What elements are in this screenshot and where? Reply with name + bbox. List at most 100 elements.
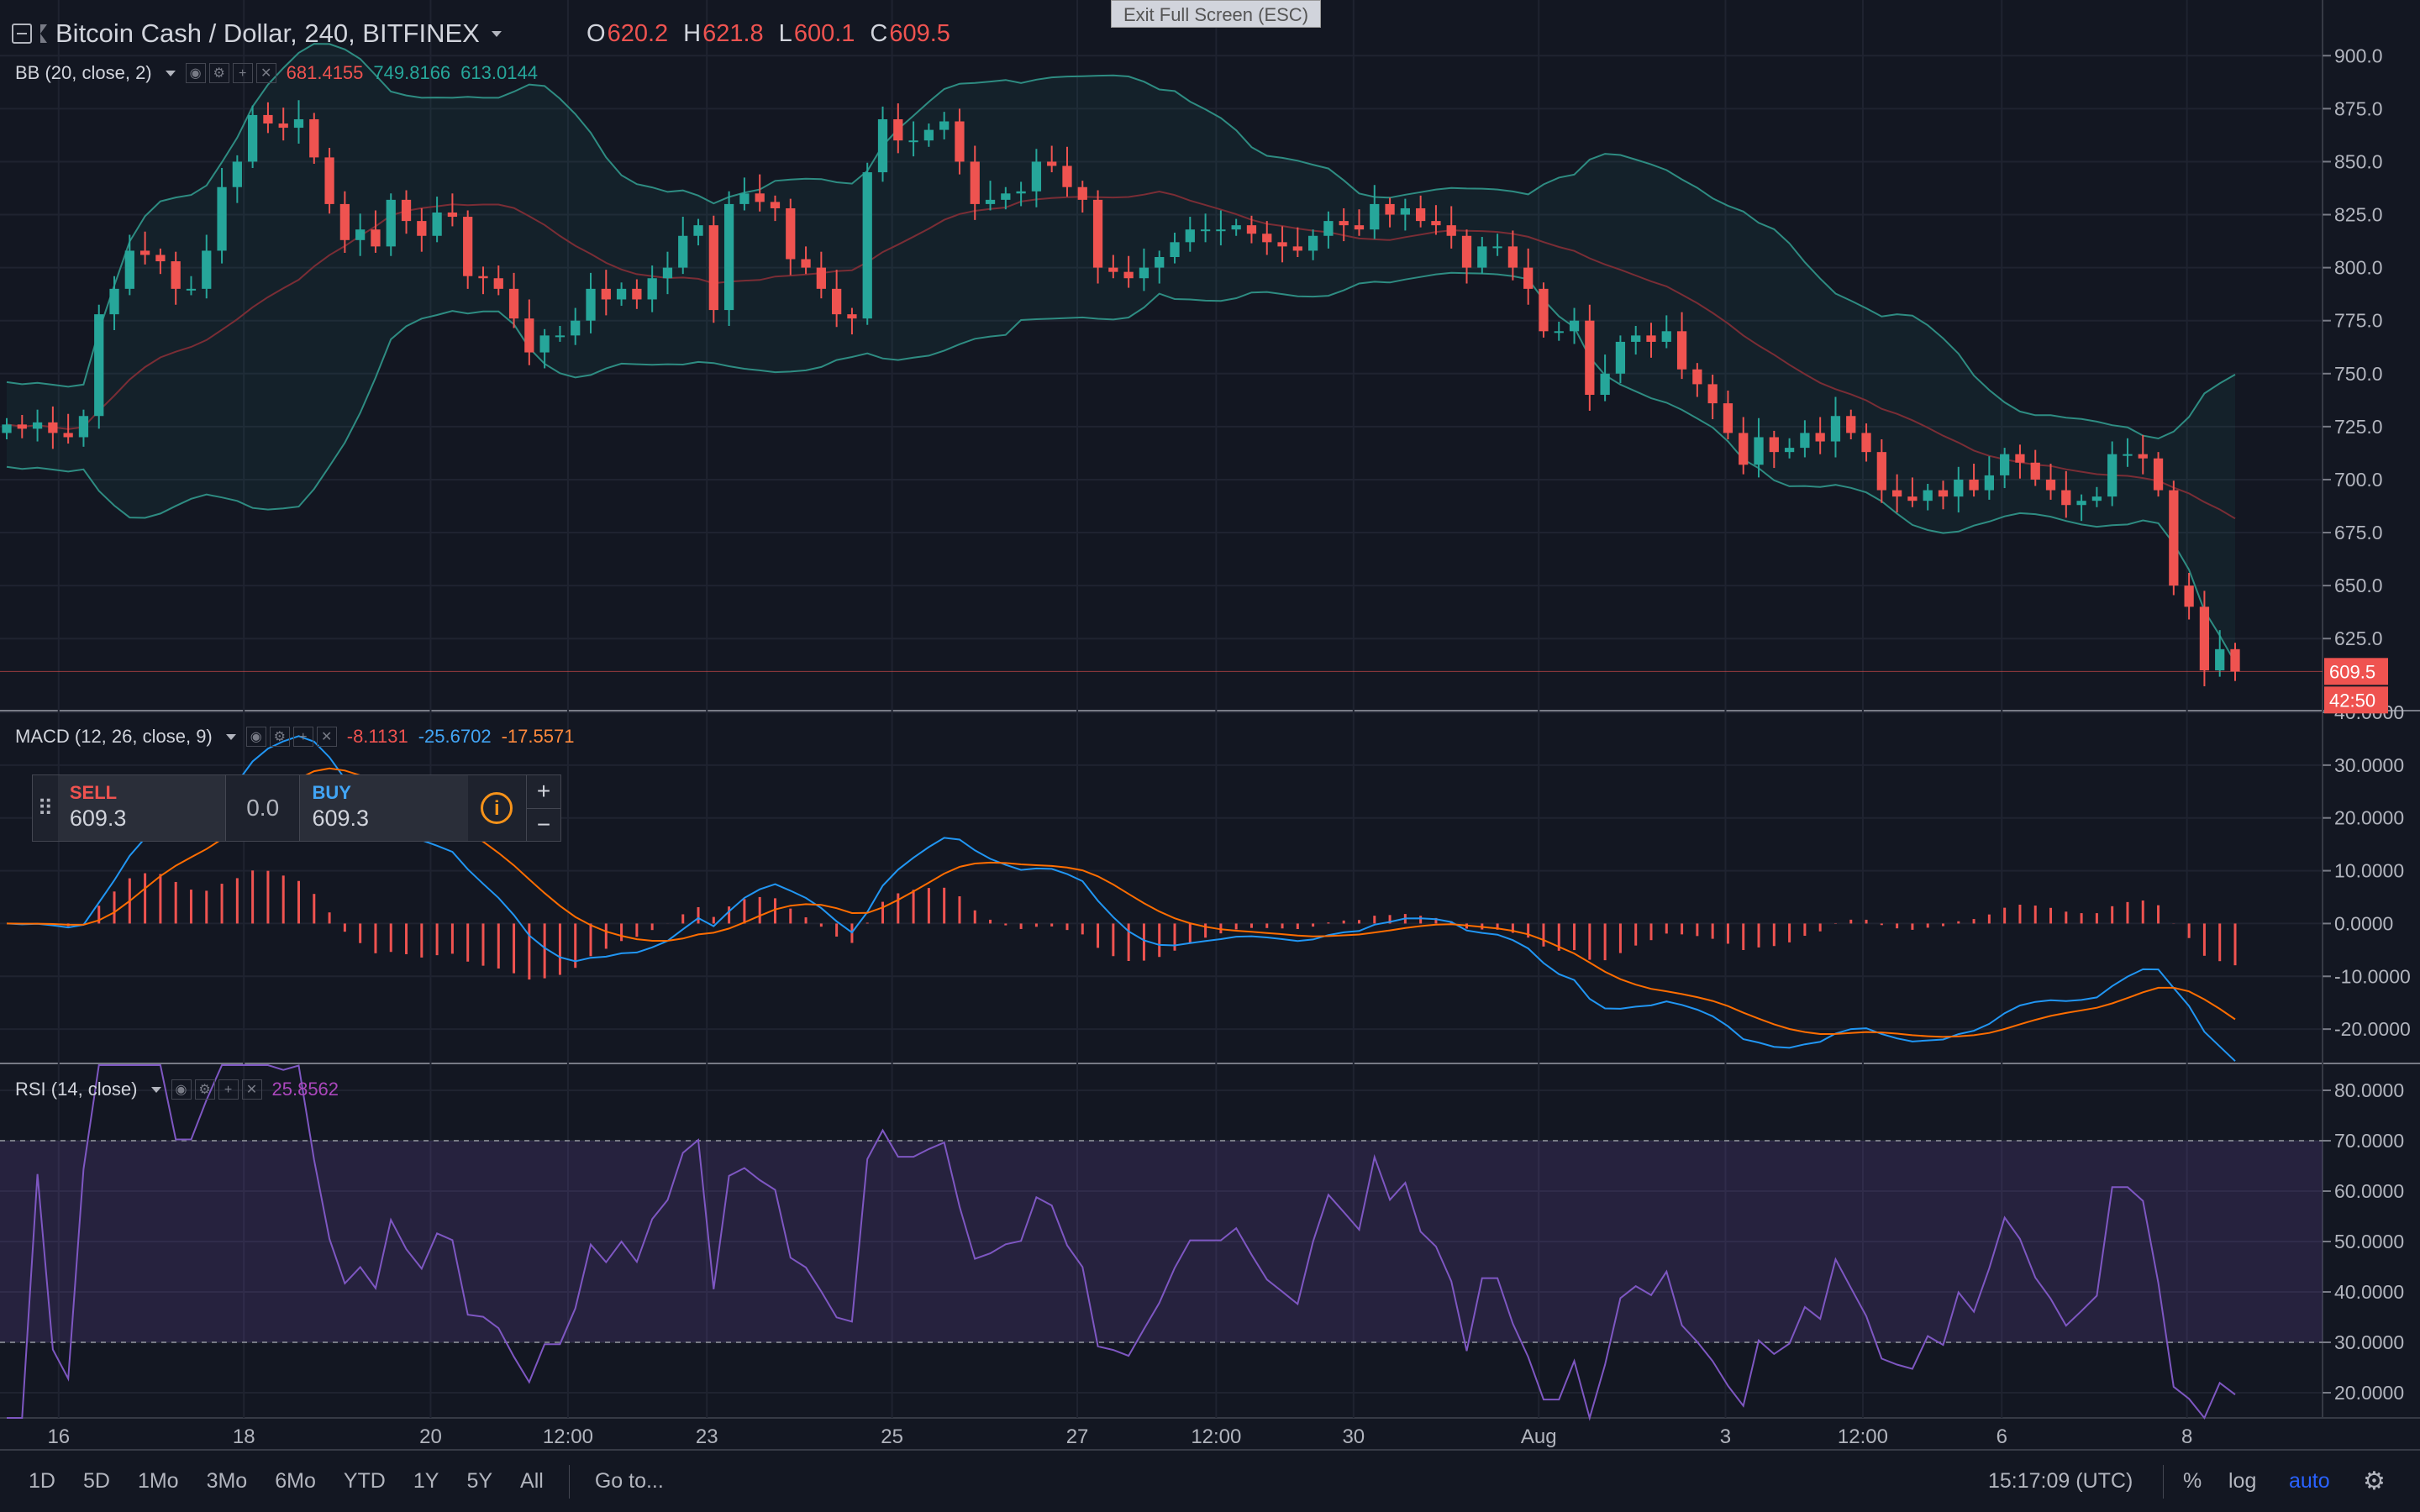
sell-button[interactable]: SELL 609.3 xyxy=(57,775,225,841)
utc-clock[interactable]: 15:17:09 (UTC) xyxy=(1988,1469,2133,1493)
divider xyxy=(2163,1464,2164,1499)
price-axis-label: 900.0 xyxy=(2334,45,2383,66)
candle-body xyxy=(1876,452,1886,491)
gear-icon[interactable]: ⚙ xyxy=(208,63,229,83)
quantity-stepper[interactable]: + − xyxy=(526,775,560,841)
candle-body xyxy=(662,267,673,279)
plus-button[interactable]: + xyxy=(527,775,560,809)
candle-body xyxy=(770,202,781,208)
gear-icon[interactable]: ⚙ xyxy=(194,1079,215,1100)
candle-body xyxy=(586,288,596,321)
gear-icon[interactable]: ⚙ xyxy=(269,727,290,747)
candle-body xyxy=(1523,267,1534,289)
candle-body xyxy=(1292,246,1302,251)
percent-toggle[interactable]: % xyxy=(2183,1469,2202,1493)
bb-upper-value: 749.8166 xyxy=(373,62,451,83)
candle-body xyxy=(2107,454,2118,497)
exit-fullscreen-button[interactable]: Exit Full Screen (ESC) xyxy=(1111,0,1321,28)
rsi-line xyxy=(7,1064,2236,1421)
candle-body xyxy=(786,207,796,260)
bb-upper-line xyxy=(6,43,2236,440)
close-icon[interactable]: ✕ xyxy=(255,63,276,83)
candle-body xyxy=(955,121,965,162)
candle-body xyxy=(2015,454,2025,463)
rsi-legend: RSI (14, close) ◉ ⚙ + ✕ 25.8562 xyxy=(15,1079,339,1100)
plus-icon[interactable]: + xyxy=(292,727,313,747)
chevron-down-icon[interactable] xyxy=(225,733,236,740)
auto-scale-toggle[interactable]: auto xyxy=(2289,1469,2330,1493)
timeframe-6mo[interactable]: 6Mo xyxy=(275,1469,316,1493)
drag-handle-icon[interactable]: ⠿ xyxy=(37,795,54,821)
time-axis-label: 3 xyxy=(1720,1425,1731,1448)
candle-body xyxy=(478,276,488,279)
candle-body xyxy=(1585,320,1595,396)
candle-body xyxy=(155,255,166,262)
buy-button[interactable]: BUY 609.3 xyxy=(300,775,468,841)
bb-name[interactable]: BB (20, close, 2) xyxy=(15,62,152,83)
eye-icon[interactable]: ◉ xyxy=(185,63,206,83)
candle-body xyxy=(1139,267,1150,279)
candle-body xyxy=(63,433,73,438)
candle-body xyxy=(1323,221,1334,236)
macd-controls: ◉ ⚙ + ✕ xyxy=(245,727,337,747)
sell-price: 609.3 xyxy=(69,806,127,831)
plus-icon[interactable]: + xyxy=(232,63,253,83)
candle-body xyxy=(293,118,304,129)
candle-body xyxy=(1200,229,1211,232)
macd-axis-label: -10.0000 xyxy=(2334,965,2411,987)
rsi-value: 25.8562 xyxy=(271,1079,339,1100)
timeframe-5d[interactable]: 5D xyxy=(82,1469,110,1493)
minus-button[interactable]: − xyxy=(536,811,551,837)
candle-body xyxy=(1108,267,1118,272)
divider xyxy=(568,1464,570,1499)
bb-lower-line xyxy=(6,271,2236,664)
candle-body xyxy=(739,193,750,204)
timeframe-all[interactable]: All xyxy=(520,1469,544,1493)
symbol-title[interactable]: Bitcoin Cash / Dollar, 240, BITFINEX xyxy=(55,18,480,48)
timeframe-3mo[interactable]: 3Mo xyxy=(206,1469,248,1493)
settings-gear-icon[interactable]: ⚙ xyxy=(2363,1467,2386,1495)
price-axis-label: 750.0 xyxy=(2334,363,2383,385)
macd-name[interactable]: MACD (12, 26, close, 9) xyxy=(15,726,213,747)
candle-body xyxy=(139,250,150,255)
log-toggle[interactable]: log xyxy=(2228,1469,2257,1493)
candle-body xyxy=(1354,225,1365,230)
collapse-icon[interactable] xyxy=(12,24,32,44)
timeframe-1mo[interactable]: 1Mo xyxy=(137,1469,179,1493)
candle-body xyxy=(263,114,273,124)
rsi-axis-label: 50.0000 xyxy=(2334,1231,2404,1252)
candle-body xyxy=(2030,462,2040,480)
timeframe-ytd[interactable]: YTD xyxy=(343,1469,386,1493)
chevron-down-icon[interactable] xyxy=(165,70,176,76)
eye-icon[interactable]: ◉ xyxy=(171,1079,192,1100)
timeframe-1d[interactable]: 1D xyxy=(29,1469,55,1493)
price-axis-label: 650.0 xyxy=(2334,575,2383,596)
candle-body xyxy=(2153,458,2164,491)
rsi-name[interactable]: RSI (14, close) xyxy=(15,1079,138,1100)
close-value: 609.5 xyxy=(889,20,950,47)
chevron-down-icon[interactable] xyxy=(150,1086,161,1093)
candle-body xyxy=(17,424,27,429)
candle-body xyxy=(1569,320,1580,332)
goto-button[interactable]: Go to... xyxy=(594,1469,664,1493)
rsi-axis-label: 60.0000 xyxy=(2334,1180,2404,1202)
candle-body xyxy=(1077,186,1087,200)
flag-icon[interactable] xyxy=(40,24,47,43)
candle-body xyxy=(1123,271,1134,279)
close-icon[interactable]: ✕ xyxy=(241,1079,262,1100)
candle-body xyxy=(985,199,996,204)
buy-price: 609.3 xyxy=(312,806,370,831)
timeframe-5y[interactable]: 5Y xyxy=(466,1469,493,1493)
candle-body xyxy=(2123,454,2133,456)
info-button[interactable]: i xyxy=(468,775,527,841)
eye-icon[interactable]: ◉ xyxy=(245,727,266,747)
timeframe-1y[interactable]: 1Y xyxy=(413,1469,439,1493)
close-icon[interactable]: ✕ xyxy=(316,727,337,747)
plus-icon[interactable]: + xyxy=(218,1079,239,1100)
chevron-down-icon[interactable] xyxy=(491,30,502,37)
candle-body xyxy=(571,320,581,336)
candle-body xyxy=(923,129,934,141)
candle-body xyxy=(1907,496,1918,501)
candle-body xyxy=(1262,234,1272,243)
